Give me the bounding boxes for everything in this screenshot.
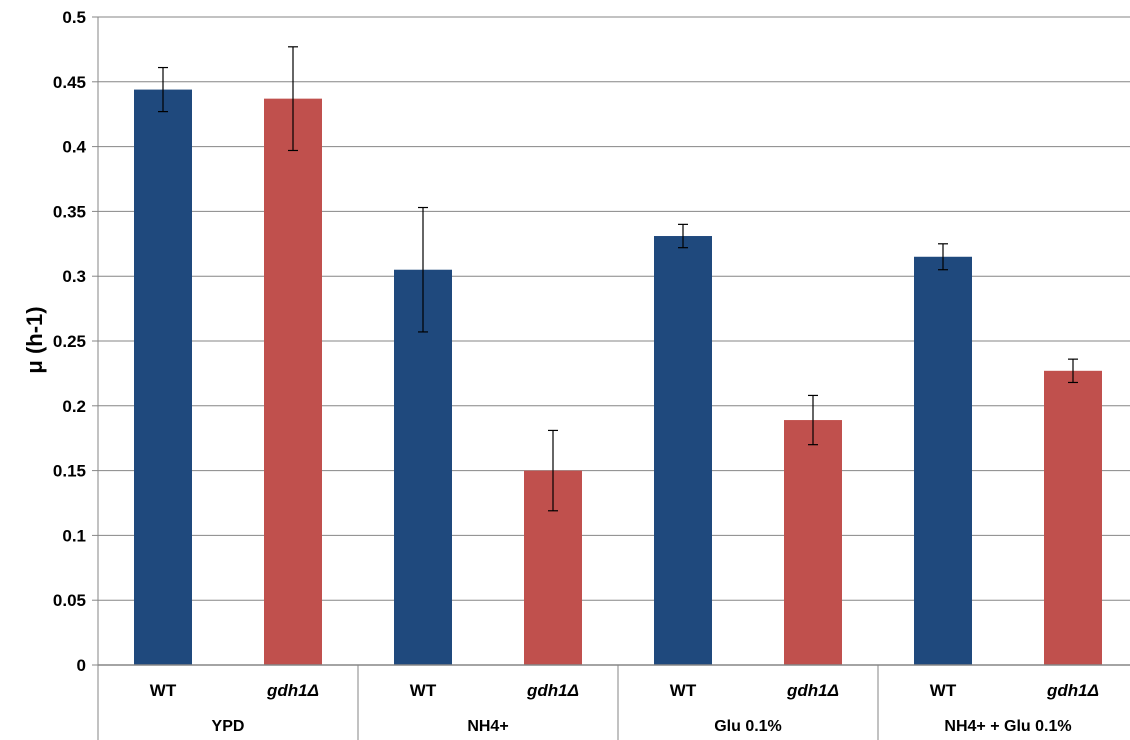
y-axis-label: μ (h-1): [22, 306, 47, 373]
bar: [1044, 370, 1102, 665]
y-tick-label: 0.35: [53, 202, 86, 221]
category-label: WT: [150, 681, 177, 700]
category-label: gdh1Δ: [266, 681, 319, 700]
bar: [134, 89, 192, 666]
category-label: gdh1Δ: [1046, 681, 1099, 700]
bars: [134, 89, 1102, 666]
y-tick-label: 0.4: [62, 138, 86, 157]
y-tick-label: 0.15: [53, 462, 86, 481]
group-label: Glu 0.1%: [714, 718, 782, 735]
y-tick-label: 0.1: [62, 526, 86, 545]
bar: [654, 236, 712, 666]
y-tick-label: 0: [77, 656, 86, 675]
y-tick-label: 0.2: [62, 397, 86, 416]
bar: [784, 420, 842, 665]
category-label: gdh1Δ: [526, 681, 579, 700]
x-axis: YPD WT gdh1Δ NH4+ WT gdh1Δ Glu 0.1% WT gdh1Δ NH4+…: [97, 17, 1130, 740]
y-tick-label: 0.05: [53, 591, 86, 610]
category-label: gdh1Δ: [786, 681, 839, 700]
bar: [914, 256, 972, 665]
group-label: NH4+: [467, 718, 508, 735]
category-label: WT: [930, 681, 957, 700]
y-tick-label: 0.45: [53, 73, 86, 92]
group-label: NH4+ + Glu 0.1%: [944, 718, 1071, 735]
group-label: YPD: [212, 718, 245, 735]
y-axis-ticks: 0 0.05 0.1 0.15 0.2 0.25 0.3 0.35 0.4 0.45 0.5: [53, 8, 98, 675]
gridlines: [98, 16, 1130, 666]
y-tick-label: 0.25: [53, 332, 86, 351]
y-tick-label: 0.3: [62, 267, 86, 286]
bar: [264, 98, 322, 665]
bar: [394, 269, 452, 665]
error-bars: [158, 46, 1078, 512]
category-label: WT: [670, 681, 697, 700]
category-label: WT: [410, 681, 437, 700]
y-tick-label: 0.5: [62, 8, 86, 27]
